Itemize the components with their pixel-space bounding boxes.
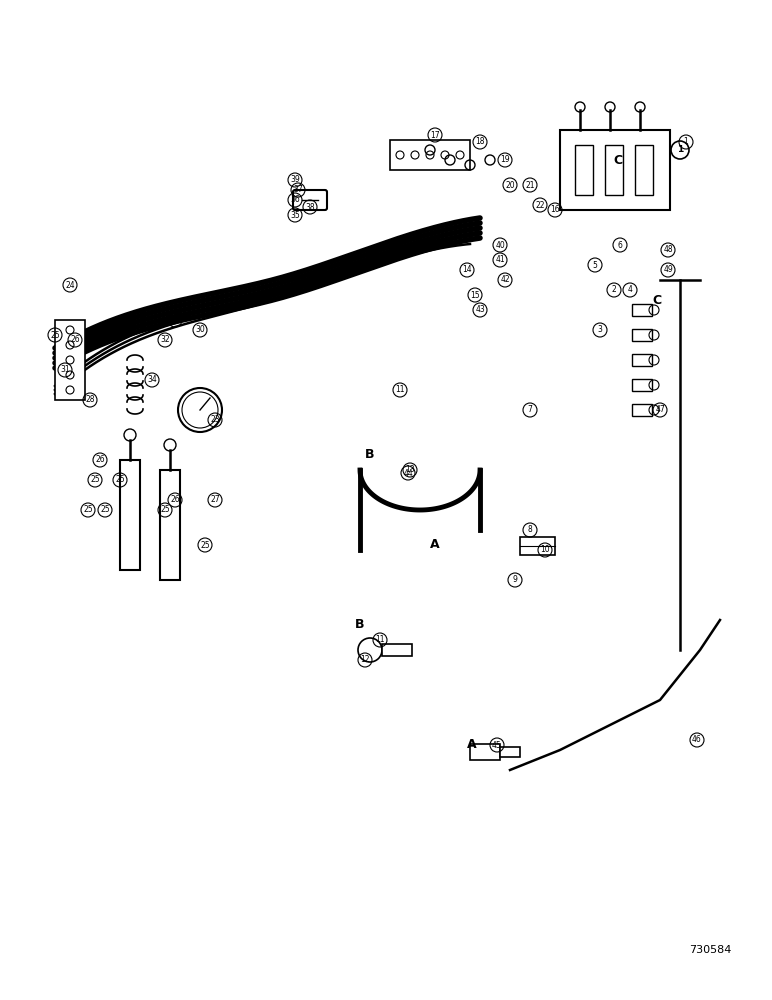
FancyBboxPatch shape — [560, 130, 670, 210]
Text: 34: 34 — [147, 375, 157, 384]
Text: 27: 27 — [210, 495, 220, 504]
Text: 26: 26 — [170, 495, 180, 504]
Text: 730584: 730584 — [689, 945, 731, 955]
Text: 11: 11 — [395, 385, 405, 394]
Text: 43: 43 — [475, 306, 485, 314]
FancyBboxPatch shape — [520, 537, 555, 555]
Text: 25: 25 — [200, 540, 210, 550]
FancyBboxPatch shape — [632, 379, 652, 391]
Text: 42: 42 — [500, 275, 510, 284]
Text: 16: 16 — [550, 206, 560, 215]
Text: 12: 12 — [361, 656, 370, 664]
FancyBboxPatch shape — [470, 744, 500, 760]
Text: 45: 45 — [492, 740, 502, 750]
FancyBboxPatch shape — [632, 329, 652, 341]
Text: 31: 31 — [60, 365, 69, 374]
Text: 25: 25 — [83, 506, 93, 514]
Text: 20: 20 — [505, 180, 515, 190]
Text: 3: 3 — [598, 326, 602, 334]
Text: 2: 2 — [611, 286, 616, 294]
FancyBboxPatch shape — [293, 190, 327, 210]
Text: B: B — [355, 618, 364, 632]
Text: 33: 33 — [305, 275, 315, 284]
Text: 4: 4 — [628, 286, 632, 294]
Text: A: A — [467, 738, 477, 752]
FancyBboxPatch shape — [382, 644, 412, 656]
Text: 37: 37 — [293, 186, 303, 194]
Text: 25: 25 — [90, 476, 100, 485]
Text: 28: 28 — [85, 395, 95, 404]
FancyBboxPatch shape — [160, 470, 180, 580]
FancyBboxPatch shape — [500, 747, 520, 757]
Text: 25: 25 — [100, 506, 110, 514]
Text: B: B — [365, 448, 374, 462]
Text: 19: 19 — [500, 155, 510, 164]
Text: 23: 23 — [210, 416, 220, 424]
Text: 32: 32 — [160, 336, 170, 344]
Text: C: C — [652, 294, 662, 306]
Text: 10: 10 — [540, 546, 550, 554]
Text: 25: 25 — [50, 330, 59, 340]
Text: 26: 26 — [70, 336, 80, 344]
Text: 30: 30 — [195, 326, 205, 334]
Text: 35: 35 — [290, 211, 300, 220]
Text: 26: 26 — [95, 456, 105, 464]
Text: 18: 18 — [476, 137, 485, 146]
FancyBboxPatch shape — [632, 354, 652, 366]
FancyBboxPatch shape — [632, 404, 652, 416]
FancyBboxPatch shape — [605, 145, 623, 195]
Text: 5: 5 — [593, 260, 598, 269]
Text: 21: 21 — [525, 180, 535, 190]
Text: 25: 25 — [115, 476, 125, 485]
Text: 22: 22 — [535, 200, 545, 210]
Text: 40: 40 — [495, 240, 505, 249]
Text: 1: 1 — [684, 137, 689, 146]
Text: 9: 9 — [513, 576, 517, 584]
Text: 7: 7 — [527, 406, 533, 414]
Text: 44: 44 — [403, 468, 413, 478]
Text: 8: 8 — [527, 526, 533, 534]
FancyBboxPatch shape — [575, 145, 593, 195]
Text: 41: 41 — [495, 255, 505, 264]
Text: 48: 48 — [663, 245, 673, 254]
Text: 1: 1 — [677, 145, 683, 154]
Text: 15: 15 — [470, 290, 480, 300]
Text: 36: 36 — [290, 196, 300, 205]
Text: 38: 38 — [305, 202, 315, 212]
Text: 13: 13 — [405, 466, 415, 475]
Text: 46: 46 — [692, 736, 702, 744]
FancyBboxPatch shape — [635, 145, 653, 195]
Text: 6: 6 — [618, 240, 622, 249]
Text: 29: 29 — [170, 316, 180, 324]
Text: 11: 11 — [375, 636, 384, 645]
Text: A: A — [430, 538, 440, 552]
Text: C: C — [614, 153, 622, 166]
FancyBboxPatch shape — [55, 320, 85, 400]
Text: 24: 24 — [65, 280, 75, 290]
Text: 14: 14 — [462, 265, 472, 274]
FancyBboxPatch shape — [632, 304, 652, 316]
FancyBboxPatch shape — [390, 140, 470, 170]
Text: 47: 47 — [655, 406, 665, 414]
Text: 25: 25 — [160, 506, 170, 514]
FancyBboxPatch shape — [120, 460, 140, 570]
Text: 17: 17 — [430, 130, 440, 139]
Text: 49: 49 — [663, 265, 673, 274]
Text: 39: 39 — [290, 176, 300, 184]
